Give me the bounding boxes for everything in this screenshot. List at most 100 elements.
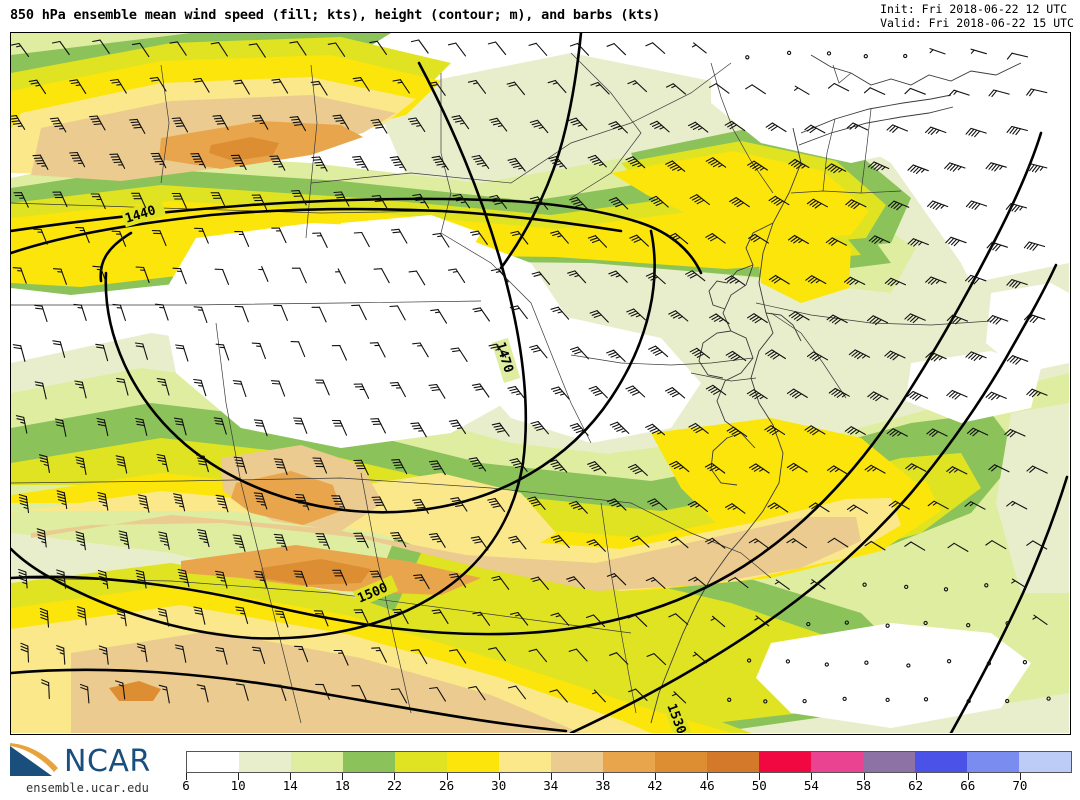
wind-barb — [290, 190, 307, 206]
wind-barb — [351, 685, 367, 701]
wind-barb — [131, 42, 150, 58]
colorbar-tick — [759, 773, 761, 780]
colorbar-segment — [395, 752, 447, 772]
wind-barb — [369, 570, 386, 587]
colorbar-segment — [915, 752, 967, 772]
wind-barb — [628, 463, 648, 476]
wind-barb — [826, 314, 848, 325]
wind-barb — [327, 42, 346, 57]
wind-barb — [431, 155, 449, 171]
wind-barb — [705, 384, 727, 396]
wind-barb — [351, 304, 367, 321]
wind-barb — [629, 234, 649, 247]
wind-barb — [726, 426, 748, 437]
ncar-logo-icon — [10, 742, 61, 776]
wind-barb — [965, 351, 987, 362]
colorbar-tick — [967, 773, 969, 780]
wind-barb — [868, 235, 891, 244]
wind-barb — [174, 644, 187, 663]
colorbar-tick-label: 10 — [230, 778, 246, 793]
wind-barb — [472, 307, 490, 322]
wind-barb — [489, 194, 507, 209]
wind-barb — [158, 531, 170, 550]
wind-barb — [432, 232, 450, 248]
wind-barb — [1006, 52, 1029, 60]
wind-barb — [371, 194, 389, 210]
wind-barb — [1004, 428, 1026, 438]
colorbar-tick-label: 54 — [803, 778, 819, 793]
colorbar-tick — [498, 773, 500, 780]
wind-barb — [965, 127, 987, 138]
colorbar-segment — [343, 752, 395, 772]
wind-barb — [1023, 241, 1046, 251]
wind-barb — [230, 154, 247, 171]
colorbar-tick-label: 34 — [543, 778, 559, 793]
wind-barb — [767, 502, 789, 513]
wind-barb — [627, 614, 648, 627]
wind-barb — [1006, 500, 1028, 510]
wind-barb — [467, 79, 487, 94]
wind-barb — [648, 195, 669, 208]
wind-barb — [569, 423, 589, 436]
wind-barb — [291, 267, 307, 284]
wind-barb — [428, 533, 446, 548]
wind-barb — [353, 609, 370, 625]
wind-barb — [390, 532, 407, 548]
wind-barb — [724, 275, 746, 286]
wind-barb — [806, 621, 811, 627]
wind-barb — [489, 117, 508, 132]
wind-barb — [786, 538, 808, 549]
wind-barb — [312, 457, 328, 474]
wind-barb — [944, 162, 966, 172]
wind-barb — [566, 576, 586, 590]
header: 850 hPa ensemble mean wind speed (fill; … — [0, 0, 1080, 32]
wind-barb — [586, 539, 606, 552]
wind-barb — [214, 268, 230, 285]
wind-barb — [196, 684, 209, 703]
wind-barb — [369, 40, 387, 55]
wind-barb — [215, 570, 228, 589]
wind-barb — [866, 315, 889, 326]
map-panel[interactable]: 1440 1470 1500 1530 — [10, 32, 1071, 735]
colorbar[interactable]: 6 10 14 18 22 26 30 34 38 42 46 50 54 58 62 66 70 — [0, 737, 1080, 800]
wind-barb — [748, 538, 770, 549]
wind-barb — [903, 53, 908, 59]
wind-barb — [137, 494, 150, 513]
wind-barb — [331, 495, 347, 512]
ncar-wordmark: NCAR — [64, 744, 151, 779]
wind-barb — [74, 380, 87, 399]
wind-barb — [568, 117, 588, 131]
wind-barb — [90, 193, 106, 210]
wind-barb — [158, 684, 170, 704]
wind-barb — [89, 115, 106, 131]
wind-barb — [232, 534, 246, 552]
wind-barb — [430, 309, 448, 324]
wind-barb — [471, 383, 490, 398]
wind-barb — [529, 196, 549, 210]
ncar-logo[interactable]: NCAR ensemble.ucar.edu — [6, 742, 186, 798]
colorbar-labels: 6 10 14 18 22 26 30 34 38 42 46 50 54 58 62 66 70 — [182, 778, 1072, 798]
wind-barb — [194, 227, 209, 244]
wind-barb — [848, 349, 871, 360]
wind-barb — [786, 388, 808, 399]
wind-barb — [33, 228, 48, 245]
wind-barb — [550, 612, 570, 626]
wind-barb — [845, 199, 867, 210]
wind-barb — [390, 688, 408, 704]
wind-barb — [567, 270, 587, 284]
wind-barb — [491, 575, 510, 590]
wind-barb — [290, 341, 306, 358]
colorbar-tick — [186, 773, 187, 780]
wind-barb — [253, 492, 268, 510]
wind-barb — [947, 542, 969, 552]
wind-barb — [468, 686, 486, 701]
wind-barb — [196, 454, 209, 473]
colorbar-tick-label: 70 — [1012, 778, 1028, 793]
init-time-label: Init: Fri 2018-06-22 12 UTC — [880, 2, 1068, 16]
wind-barb — [886, 124, 908, 133]
wind-barb — [389, 156, 407, 171]
wind-barb — [15, 415, 28, 434]
wind-barb — [410, 649, 428, 665]
wind-barb — [864, 540, 886, 551]
wind-barb — [793, 85, 810, 95]
